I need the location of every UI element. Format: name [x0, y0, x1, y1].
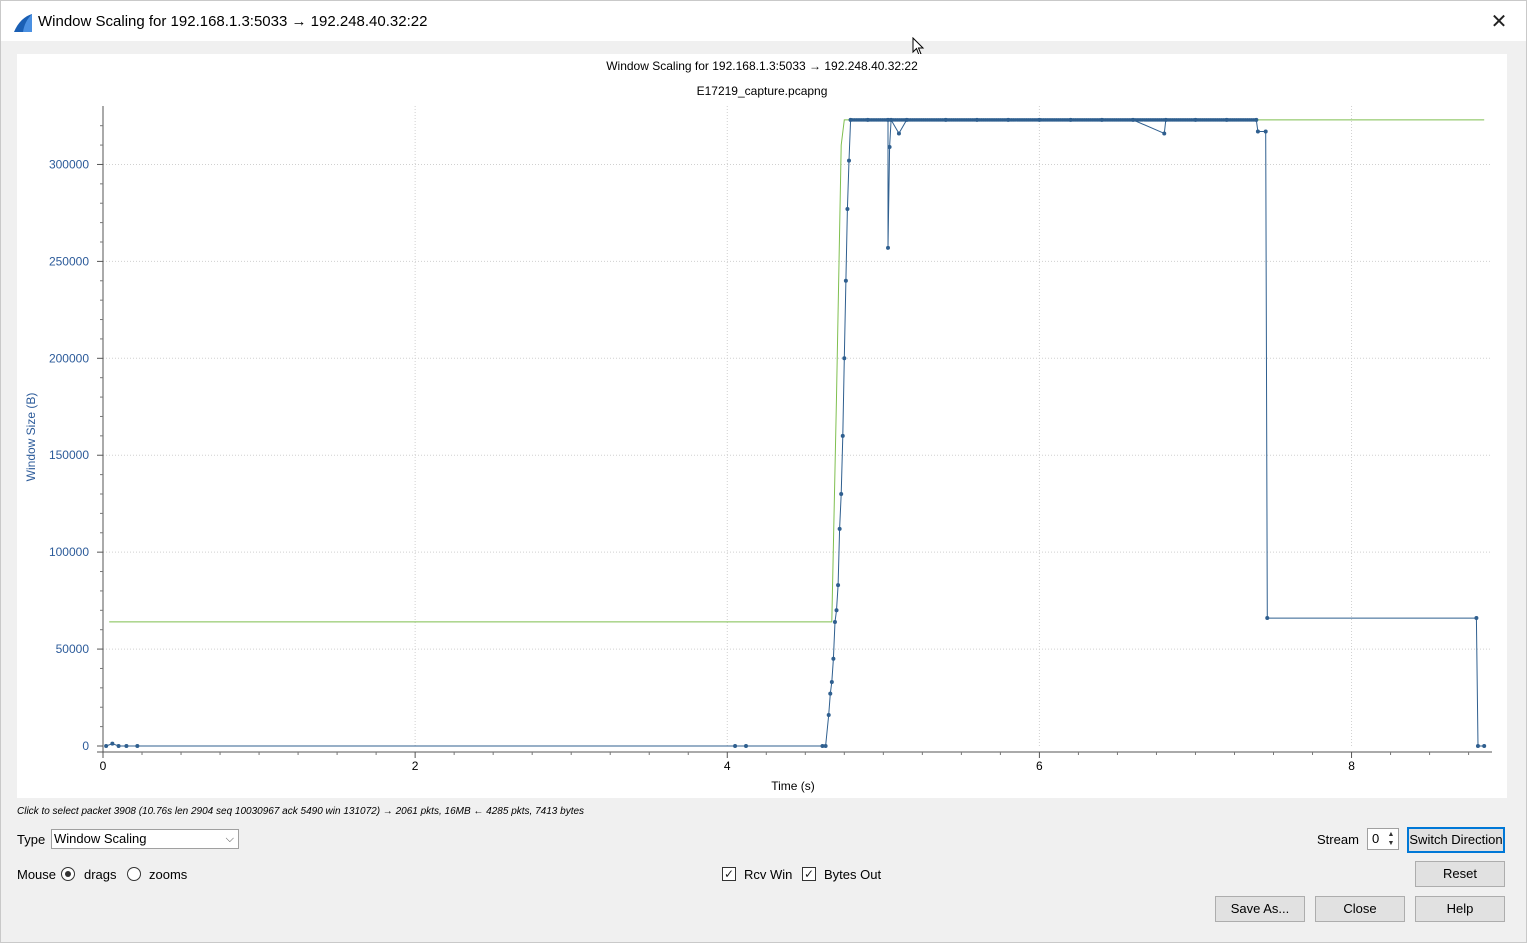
switch-direction-button[interactable]: Switch Direction — [1407, 827, 1505, 853]
chevron-down-icon: ⌵ — [225, 833, 234, 845]
status-hint: Click to select packet 3908 (10.76s len … — [17, 806, 585, 817]
mouse-zooms-label[interactable]: zooms — [149, 867, 188, 882]
series-bytes-out-point — [826, 712, 831, 717]
rcv-win-label[interactable]: Rcv Win — [744, 867, 793, 882]
window-title: Window Scaling for 192.168.1.3:5033 → 19… — [38, 13, 428, 30]
y-tick-label: 0 — [82, 739, 89, 753]
spin-down-icon[interactable]: ▼ — [1387, 840, 1395, 847]
mouse-zooms-radio[interactable] — [127, 867, 141, 881]
series-bytes-out-point — [733, 744, 738, 748]
series-bytes-out-point — [823, 744, 828, 748]
type-select[interactable]: Window Scaling ⌵ — [51, 829, 239, 849]
chart-subtitle: E17219_capture.pcapng — [697, 84, 828, 98]
mouse-drags-label[interactable]: drags — [84, 867, 117, 882]
series-bytes-out-point — [1263, 129, 1268, 134]
title-bar: Window Scaling for 192.168.1.3:5033 → 19… — [1, 1, 1526, 41]
series-bytes-out-point — [1474, 616, 1479, 621]
y-tick-label: 100000 — [49, 545, 89, 559]
reset-button[interactable]: Reset — [1415, 861, 1505, 887]
series-bytes-out-point — [820, 744, 825, 748]
window-scaling-chart[interactable]: Window Scaling for 192.168.1.3:5033 → 19… — [17, 54, 1507, 798]
series-bytes-out-point — [1482, 744, 1487, 748]
type-select-value: Window Scaling — [54, 831, 147, 846]
series-bytes-out-point — [834, 608, 839, 613]
series-bytes-out-point — [847, 158, 852, 163]
close-button[interactable]: Close — [1315, 896, 1405, 922]
wireshark-fin-icon — [14, 14, 32, 32]
series-bytes-out-point — [1255, 129, 1260, 134]
y-axis-label: Window Size (B) — [24, 393, 38, 482]
chart-title: Window Scaling for 192.168.1.3:5033 → 19… — [606, 59, 918, 73]
stream-label: Stream — [1317, 832, 1359, 847]
stream-value: 0 — [1372, 831, 1380, 846]
series-bytes-out-point — [842, 356, 847, 361]
y-tick-label: 200000 — [49, 351, 89, 365]
rcv-win-checkbox[interactable]: ✓ — [722, 867, 736, 881]
x-tick-label: 0 — [100, 759, 107, 773]
series-bytes-out-point — [832, 619, 837, 624]
series-bytes-out-line — [105, 118, 1485, 747]
x-axis-label: Time (s) — [771, 779, 815, 793]
series-bytes-out-point — [135, 744, 140, 748]
y-tick-label: 150000 — [49, 448, 89, 462]
series-bytes-out-point — [831, 656, 836, 661]
plot-panel[interactable]: Window Scaling for 192.168.1.3:5033 → 19… — [17, 54, 1507, 798]
series-bytes-out-point — [840, 433, 845, 438]
x-tick-label: 6 — [1036, 759, 1043, 773]
series-bytes-out-point — [843, 278, 848, 283]
spin-up-icon[interactable]: ▲ — [1387, 831, 1395, 838]
y-tick-label: 50000 — [56, 642, 90, 656]
y-tick-label: 250000 — [49, 254, 89, 268]
series-rcv-win-line — [109, 119, 1485, 623]
y-tick-label: 300000 — [49, 157, 89, 171]
series-bytes-out-point — [743, 744, 748, 748]
series-bytes-out-point — [1475, 744, 1480, 748]
bytes-out-checkbox[interactable]: ✓ — [802, 867, 816, 881]
series-bytes-out-point — [839, 492, 844, 496]
series-bytes-out-point — [836, 583, 841, 588]
series-bytes-out-point — [1253, 118, 1257, 122]
x-tick-label: 8 — [1348, 759, 1355, 773]
bytes-out-label[interactable]: Bytes Out — [824, 867, 882, 882]
series-bytes-out-point — [837, 526, 842, 531]
series-bytes-out-point — [124, 744, 129, 748]
series-bytes-out-point — [829, 680, 834, 685]
series-bytes-out-point — [896, 131, 901, 136]
mouse-label: Mouse — [17, 867, 57, 882]
series-bytes-out-point — [845, 207, 850, 212]
series-bytes-out-point — [104, 744, 109, 748]
x-tick-label: 4 — [724, 759, 731, 773]
x-tick-label: 2 — [412, 759, 419, 773]
radio-selected-dot — [65, 871, 71, 877]
series-bytes-out-point — [116, 744, 121, 748]
mouse-drags-radio[interactable] — [61, 867, 75, 881]
series-bytes-out-point — [110, 741, 115, 746]
series-bytes-out-point — [1265, 616, 1270, 621]
help-button[interactable]: Help — [1415, 896, 1505, 922]
close-icon[interactable]: ✕ — [1490, 11, 1508, 33]
save-as-button[interactable]: Save As... — [1215, 896, 1305, 922]
series-bytes-out-point — [1162, 131, 1167, 136]
series-bytes-out-point — [828, 691, 833, 696]
type-label: Type — [17, 832, 46, 847]
stream-spinbox[interactable]: 0 ▲ ▼ — [1367, 828, 1399, 850]
series-bytes-out-point — [887, 145, 892, 150]
series-bytes-out-point — [886, 245, 891, 250]
